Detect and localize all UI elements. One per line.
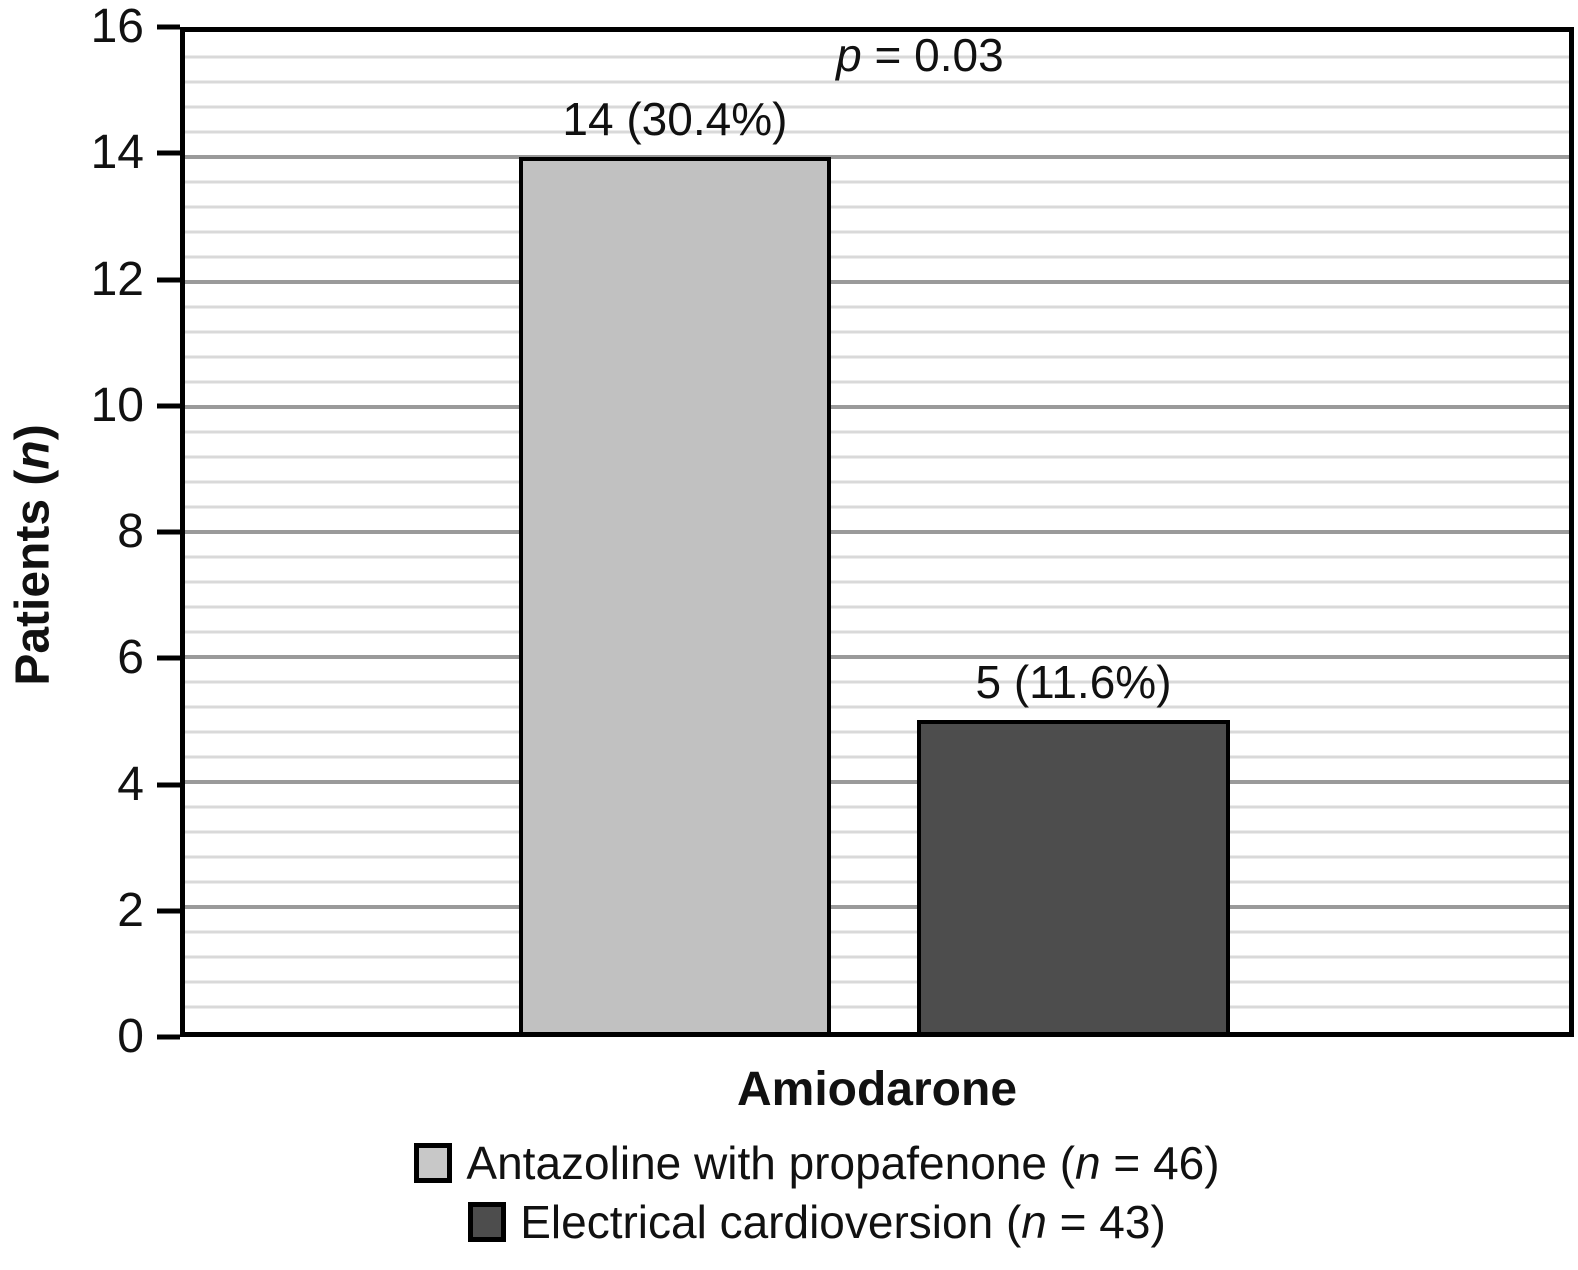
legend: Antazoline with propafenone (n = 46) Ele… [28, 1138, 1578, 1247]
y-tick-label: 14 [90, 126, 144, 180]
minor-gridline [185, 580, 1569, 584]
p-value-annotation: p = 0.03 [836, 30, 1004, 81]
p-value-text: = 0.03 [861, 29, 1004, 81]
minor-gridline [185, 505, 1569, 509]
major-gridline [185, 655, 1569, 659]
y-tick-label: 12 [90, 252, 144, 306]
minor-gridline [185, 180, 1569, 184]
legend-label-text: Antazoline with propafenone ( [466, 1137, 1076, 1189]
legend-label-italic-n: n [1075, 1137, 1101, 1189]
minor-gridline [185, 830, 1569, 834]
y-tick-mark [157, 403, 180, 409]
bar [917, 719, 1230, 1032]
y-tick-label: 10 [90, 378, 144, 432]
y-tick-mark [157, 24, 180, 30]
y-tick-mark [157, 277, 180, 282]
p-value-italic-p: p [836, 29, 862, 81]
bar-label: 5 (11.6%) [975, 655, 1172, 708]
minor-gridline [185, 455, 1569, 459]
minor-gridline [185, 230, 1569, 234]
major-gridline [185, 155, 1569, 159]
minor-gridline [185, 980, 1569, 984]
y-tick-label: 0 [117, 1010, 144, 1063]
minor-gridline [185, 930, 1569, 934]
bar-label: 14 (30.4%) [562, 93, 788, 146]
legend-label: Electrical cardioversion (n = 43) [520, 1195, 1166, 1248]
major-gridline [185, 405, 1569, 409]
minor-gridline [185, 380, 1569, 384]
major-gridline [185, 280, 1569, 284]
y-tick-label: 8 [117, 505, 144, 558]
y-tick-label: 6 [117, 631, 144, 685]
legend-label: Antazoline with propafenone (n = 46) [466, 1138, 1219, 1189]
legend-label-text: Electrical cardioversion ( [520, 1195, 1022, 1248]
minor-gridline [185, 805, 1569, 809]
minor-gridline [185, 630, 1569, 634]
y-tick-mark [157, 1034, 180, 1040]
minor-gridline [185, 80, 1569, 84]
minor-gridline [185, 730, 1569, 734]
legend-label-close: = 46) [1100, 1137, 1220, 1189]
y-tick-label: 16 [90, 0, 144, 53]
y-tick-mark [157, 782, 180, 787]
minor-gridline [185, 355, 1569, 359]
legend-swatch [468, 1201, 507, 1242]
y-tick-mark [157, 529, 180, 535]
minor-gridline [185, 205, 1569, 209]
legend-swatch [414, 1143, 453, 1184]
minor-gridline [185, 855, 1569, 859]
x-axis-category-label: Amiodarone [736, 1063, 1018, 1116]
minor-gridline [185, 480, 1569, 484]
minor-gridline [185, 130, 1569, 134]
y-tick-label: 2 [117, 883, 144, 937]
y-tick-mark [157, 655, 180, 661]
legend-label-italic-n: n [1021, 1195, 1047, 1248]
minor-gridline [185, 430, 1569, 434]
minor-gridline [185, 330, 1569, 334]
minor-gridline [185, 705, 1569, 709]
minor-gridline [185, 680, 1569, 684]
minor-gridline [185, 880, 1569, 884]
legend-label-close: = 43) [1046, 1195, 1166, 1248]
legend-item: Electrical cardioversion (n = 43) [468, 1195, 1166, 1248]
minor-gridline [185, 305, 1569, 309]
minor-gridline [185, 55, 1569, 59]
minor-gridline [185, 955, 1569, 959]
y-tick-mark [157, 150, 180, 156]
major-gridline [185, 780, 1569, 784]
major-gridline [185, 905, 1569, 909]
minor-gridline [185, 755, 1569, 759]
legend-item: Antazoline with propafenone (n = 46) [414, 1138, 1220, 1189]
plot-area: 14 (30.4%) 5 (11.6%) p = 0.03 [180, 27, 1574, 1037]
y-tick-label: 4 [117, 757, 144, 811]
minor-gridline [185, 555, 1569, 559]
minor-gridline [185, 255, 1569, 259]
y-axis-tick-labels: 0 2 4 6 8 10 12 14 16 [0, 3, 144, 1061]
minor-gridline [185, 105, 1569, 109]
major-gridline [185, 530, 1569, 534]
y-axis-tick-marks [157, 24, 180, 1040]
bar [518, 157, 832, 1032]
minor-gridline [185, 605, 1569, 609]
minor-gridline [185, 1005, 1569, 1009]
y-tick-mark [157, 908, 180, 914]
